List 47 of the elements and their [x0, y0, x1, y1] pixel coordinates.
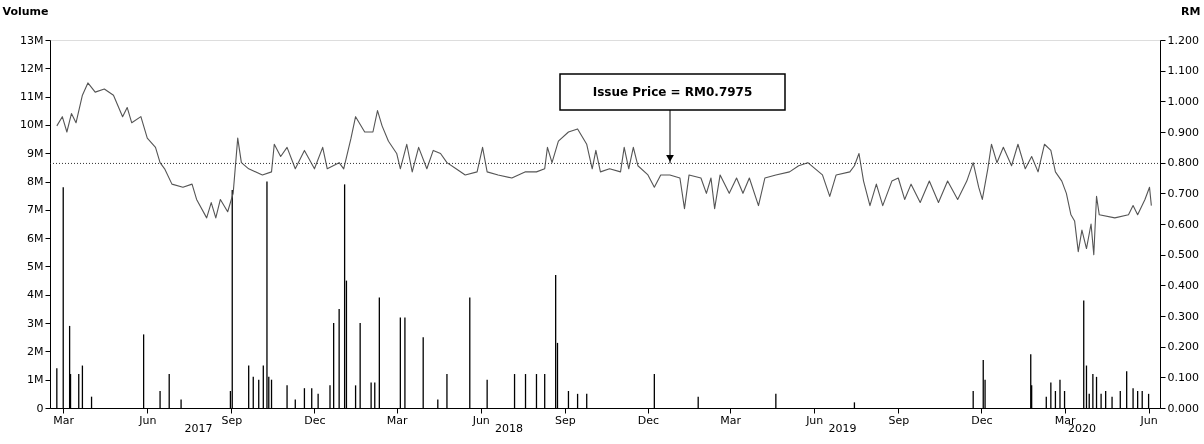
y-tick-label: 4M: [27, 288, 44, 302]
x-tick-label: Mar: [386, 413, 409, 427]
y-tick-label: 2M: [27, 344, 44, 358]
x-tick-label: Dec: [304, 413, 326, 427]
x-tick-label: Mar: [53, 413, 75, 427]
x-tick-label: Jun: [471, 413, 490, 427]
y-tick-label: 13M: [20, 33, 44, 47]
y2-tick-label: 0.300: [1167, 309, 1199, 323]
y2-tick-label: 0.800: [1167, 156, 1199, 170]
y2-tick-label: 0.500: [1167, 248, 1199, 262]
y2-tick-label: 1.000: [1167, 94, 1199, 108]
y2-tick-label: 0.400: [1167, 278, 1199, 292]
x-tick-label: Sep: [554, 413, 576, 427]
text: 2019: [828, 422, 857, 435]
x-tick-label: Sep: [888, 413, 910, 427]
y2-axis-title: RM: [1181, 4, 1201, 18]
x-tick-label: Dec: [971, 413, 993, 427]
y2-tick-label: 0.600: [1167, 217, 1199, 231]
line-series: [56, 82, 1152, 256]
y2-tick-label: 0.200: [1167, 340, 1199, 354]
y-tick-label: 9M: [27, 146, 44, 160]
y-tick-label: 8M: [27, 175, 44, 189]
x-tick-label: Jun: [138, 413, 157, 427]
y2-tick-label: 0.100: [1167, 370, 1199, 384]
y-tick-label: 6M: [27, 231, 44, 245]
y2-tick-label: 0.900: [1167, 125, 1199, 139]
x-tick-label: Mar: [720, 413, 742, 427]
y-tick-label: 0: [36, 401, 44, 415]
y2-tick-label: 0.000: [1167, 401, 1199, 415]
x-tick-label: Jun: [1139, 413, 1158, 427]
text: 2017: [184, 422, 213, 435]
y-tick-label: 11M: [20, 90, 44, 104]
y2-tick-label: 0.700: [1167, 186, 1199, 200]
y-tick-label: 10M: [20, 118, 44, 132]
y-tick-label: 12M: [20, 61, 44, 75]
y-tick-label: 3M: [27, 316, 44, 330]
y-axis-title: Volume: [2, 4, 49, 18]
y-tick-label: 1M: [27, 373, 44, 387]
x-tick-label: Jun: [805, 413, 824, 427]
text: 2018: [495, 422, 524, 435]
ref-line-label: Issue Price = RM0.7975: [592, 85, 753, 99]
y2-tick-label: 1.200: [1167, 33, 1199, 47]
y2-tick-label: 1.100: [1167, 64, 1199, 78]
x-tick-label: Dec: [637, 413, 660, 427]
y-tick-label: 7M: [27, 203, 44, 217]
x-tick-label: Sep: [221, 413, 243, 427]
y-tick-label: 5M: [27, 259, 44, 273]
